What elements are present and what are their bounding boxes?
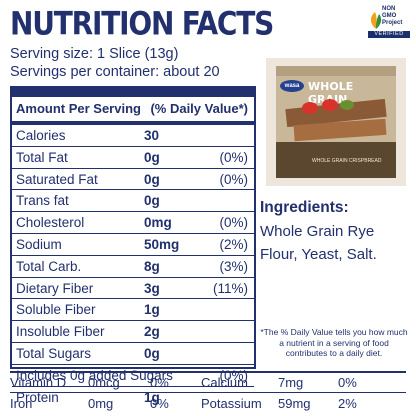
non-gmo-words: NON GMO Project (382, 6, 402, 27)
nutrient-name: Saturated Fat (16, 171, 98, 187)
nutrient-name: Insoluble Fiber (16, 324, 105, 340)
nutrient-amount: 0g (144, 193, 160, 209)
nutrient-dv: (0%) (219, 171, 248, 187)
nutrient-amount: 30 (144, 128, 160, 143)
nutrient-amount: 0g (144, 345, 160, 361)
non-gmo-line: NON (382, 6, 396, 12)
product-image: wasa WHOLE GRAIN WHOLE GRAIN CRISPBREAD (266, 58, 406, 186)
nutrient-name: Total Fat (16, 149, 68, 165)
herb-topping (340, 100, 354, 110)
nutrient-amount: 2g (144, 324, 160, 340)
brand-logo: wasa (280, 80, 304, 92)
nutrient-amount: 0mg (144, 215, 172, 231)
nutrient-name: Sodium (16, 236, 62, 252)
nutrient-row-total-carb: Total Carb. 8g (3%) (12, 256, 254, 278)
ingredients-text: Whole Grain Rye Flour, Yeast, Salt. (260, 223, 377, 263)
nutrient-row-total-sugars: Total Sugars 0g (12, 343, 254, 365)
nutrient-row-calories: Calories 30 (12, 125, 254, 147)
nutrient-dv: (2%) (219, 236, 248, 252)
servings-per-container: Servings per container: about 20 (10, 64, 220, 80)
nutrient-row-total-fat: Total Fat 0g (0%) (12, 147, 254, 169)
non-gmo-line: Project (382, 20, 403, 26)
nutrient-name: Dietary Fiber (16, 280, 94, 296)
nutrient-dv: (0%) (219, 149, 248, 165)
verified-label: VERIFIED (368, 31, 410, 38)
nutrition-facts-title: NUTRITION FACTS (10, 4, 274, 43)
tomato-topping (302, 102, 318, 114)
nutrient-amount: 50mg (144, 236, 180, 252)
nutrient-name: Soluble Fiber (16, 302, 96, 318)
mineral-name: Iron (10, 396, 33, 411)
non-gmo-badge: NON GMO Project VERIFIED (368, 4, 410, 38)
mineral-dv: 0% (338, 375, 357, 390)
minerals-top-rule (10, 371, 406, 373)
amount-per-serving-heading: Amount Per Serving (16, 101, 141, 116)
nutrient-amount: 0g (144, 171, 160, 187)
nutrient-rows: Calories 30 Total Fat 0g (0%) Saturated … (12, 125, 254, 408)
nutrient-row-saturated-fat: Saturated Fat 0g (0%) (12, 169, 254, 191)
nutrient-dv: (11%) (212, 280, 248, 296)
nutrient-amount: 0g (144, 149, 160, 165)
mineral-amount: 0mg (88, 396, 114, 411)
mineral-amount: 7mg (278, 375, 304, 390)
panel-header: Amount Per Serving (% Daily Value*) (12, 97, 254, 121)
nutrient-row-trans-fat: Trans fat 0g (12, 190, 254, 213)
nutrient-amount: 8g (144, 258, 160, 274)
nutrient-amount: 1g (144, 302, 160, 318)
product-subtitle: WHOLE GRAIN CRISPBREAD (312, 158, 382, 164)
nutrient-dv: (0%) (219, 215, 248, 231)
daily-value-heading: (% Daily Value*) (150, 101, 248, 116)
mineral-amount: 0mcg (88, 375, 120, 390)
non-gmo-line: GMO (382, 13, 397, 19)
nutrient-row-dietary-fiber: Dietary Fiber 3g (11%) (12, 278, 254, 300)
nutrient-name: Cholesterol (16, 215, 85, 231)
product-package: wasa WHOLE GRAIN WHOLE GRAIN CRISPBREAD (276, 66, 396, 178)
nutrient-name: Calories (16, 128, 66, 143)
nutrient-amount: 3g (144, 280, 160, 296)
butterfly-leaf-icon (370, 12, 382, 29)
nutrient-name: Total Carb. (16, 258, 82, 274)
mineral-dv: 2% (338, 396, 357, 411)
mineral-name: Vitamin D (10, 375, 67, 390)
nutrient-row-cholesterol: Cholesterol 0mg (0%) (12, 212, 254, 234)
panel-top-bar (12, 88, 254, 97)
minerals-middle-rule (10, 392, 406, 393)
ingredients-heading: Ingredients: (260, 199, 349, 216)
nutrient-row-soluble-fiber: Soluble Fiber 1g (12, 299, 254, 322)
panel-header-rule (12, 121, 254, 125)
nutrient-dv: (3%) (219, 258, 248, 274)
nutrition-panel: Amount Per Serving (% Daily Value*) Calo… (10, 86, 256, 405)
nutrient-row-insoluble-fiber: Insoluble Fiber 2g (12, 321, 254, 343)
mineral-name: Calcium (201, 375, 248, 390)
nutrient-amount: 1g (144, 389, 160, 405)
mineral-dv: 0% (150, 375, 169, 390)
daily-value-footnote: *The % Daily Value tells you how much a … (260, 327, 408, 358)
tomato-topping (322, 99, 338, 111)
mineral-name: Potassium (201, 396, 262, 411)
serving-size: Serving size: 1 Slice (13g) (10, 46, 179, 62)
nutrient-name: Total Sugars (16, 345, 92, 361)
mineral-amount: 59mg (278, 396, 311, 411)
nutrient-name: Protein (16, 389, 59, 405)
nutrient-row-sodium: Sodium 50mg (2%) (12, 234, 254, 256)
nutrient-row-protein: Protein 1g (12, 387, 254, 409)
package-bottom-band (276, 142, 396, 178)
nutrient-name: Trans fat (16, 193, 69, 209)
package-top-band (276, 66, 396, 76)
mineral-dv: 0% (150, 396, 169, 411)
